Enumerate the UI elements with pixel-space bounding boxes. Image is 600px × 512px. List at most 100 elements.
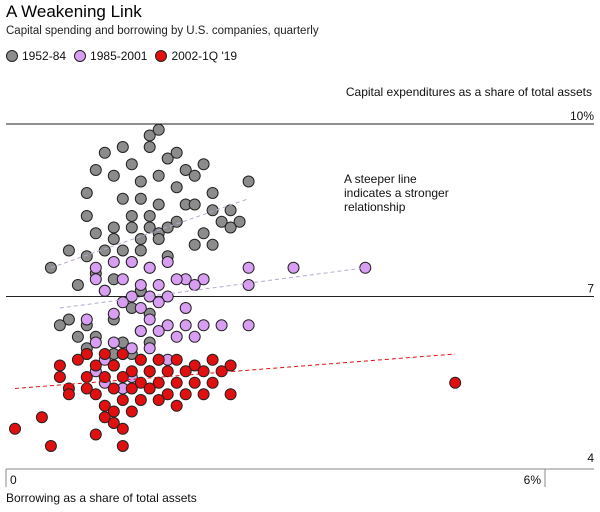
data-point <box>152 169 165 182</box>
trend-line <box>59 267 366 309</box>
data-point <box>242 261 255 274</box>
data-point <box>143 382 156 395</box>
data-point <box>53 359 66 372</box>
data-point <box>53 319 66 332</box>
data-point <box>170 353 183 366</box>
data-point <box>170 330 183 343</box>
data-point <box>134 192 147 205</box>
data-point <box>71 353 84 366</box>
data-point <box>152 198 165 211</box>
data-point <box>134 394 147 406</box>
data-point <box>179 388 192 401</box>
data-point <box>152 376 165 389</box>
data-point <box>125 365 138 378</box>
data-point <box>242 175 255 188</box>
data-point <box>449 376 462 389</box>
data-point <box>152 353 165 366</box>
data-point <box>206 187 219 199</box>
data-point <box>107 256 120 268</box>
data-point <box>161 388 174 401</box>
data-point <box>179 302 192 314</box>
data-point <box>125 158 138 171</box>
data-point <box>9 422 21 435</box>
data-point <box>242 319 255 332</box>
data-point <box>116 440 129 452</box>
data-point <box>197 365 210 378</box>
data-point <box>107 307 120 320</box>
data-point <box>170 146 183 159</box>
data-point <box>215 215 228 228</box>
data-point <box>287 261 300 274</box>
data-point <box>161 365 174 378</box>
data-point <box>170 181 183 194</box>
data-point <box>206 353 219 366</box>
data-point <box>107 382 120 395</box>
data-point <box>206 238 219 251</box>
data-point <box>188 359 201 372</box>
data-point <box>89 261 102 274</box>
data-point <box>134 244 147 257</box>
legend: 1952-84 1985-2001 2002-1Q '19 <box>6 49 245 63</box>
data-point <box>98 146 111 159</box>
data-point <box>62 388 75 401</box>
data-point <box>143 365 156 378</box>
data-point <box>71 279 84 291</box>
data-point <box>116 348 129 360</box>
data-point <box>143 210 156 222</box>
data-point <box>224 388 237 401</box>
data-point <box>188 238 201 251</box>
data-point <box>161 256 174 268</box>
data-point <box>197 319 210 332</box>
data-point <box>197 227 210 240</box>
data-point <box>80 210 93 222</box>
data-point <box>116 394 129 406</box>
data-point <box>44 440 57 452</box>
data-point <box>125 290 138 303</box>
data-point <box>89 336 102 349</box>
data-point <box>116 192 129 205</box>
data-point <box>224 221 237 234</box>
legend-item-1985-2001: 1985-2001 <box>74 49 147 63</box>
data-point <box>116 141 129 153</box>
data-point <box>161 221 174 234</box>
y-tick-label: 4 <box>587 451 594 465</box>
data-point <box>134 325 147 337</box>
legend-swatch-purple <box>74 50 87 62</box>
data-point <box>188 376 201 389</box>
data-point <box>125 221 138 234</box>
data-point <box>179 319 192 332</box>
data-point <box>215 365 228 378</box>
data-point <box>107 221 120 234</box>
data-point <box>188 279 201 291</box>
data-point <box>98 411 111 424</box>
chart-subtitle: Capital spending and borrowing by U.S. c… <box>6 25 319 37</box>
data-point <box>80 348 93 360</box>
x-tick-label: 6% <box>524 473 542 487</box>
legend-label: 2002-1Q '19 <box>171 49 238 63</box>
data-point <box>116 422 129 435</box>
data-point <box>215 319 228 332</box>
data-point <box>98 371 111 383</box>
data-point <box>89 388 102 401</box>
data-point <box>116 371 129 383</box>
data-point <box>197 388 210 401</box>
data-point <box>170 215 183 228</box>
x-tick-label: 0 <box>10 473 17 487</box>
data-point <box>125 405 138 418</box>
legend-swatch-red <box>155 50 168 62</box>
data-point <box>107 336 120 349</box>
data-point <box>197 158 210 171</box>
data-point <box>143 342 156 355</box>
data-point <box>89 273 102 286</box>
data-point <box>80 371 93 383</box>
data-point <box>89 428 102 441</box>
data-point <box>143 313 156 326</box>
trend-line <box>14 353 456 389</box>
data-point <box>125 342 138 355</box>
data-point <box>197 273 210 286</box>
y-tick-label: 10% <box>570 109 594 123</box>
data-point <box>80 313 93 326</box>
data-point <box>107 233 120 245</box>
data-point <box>170 273 183 286</box>
